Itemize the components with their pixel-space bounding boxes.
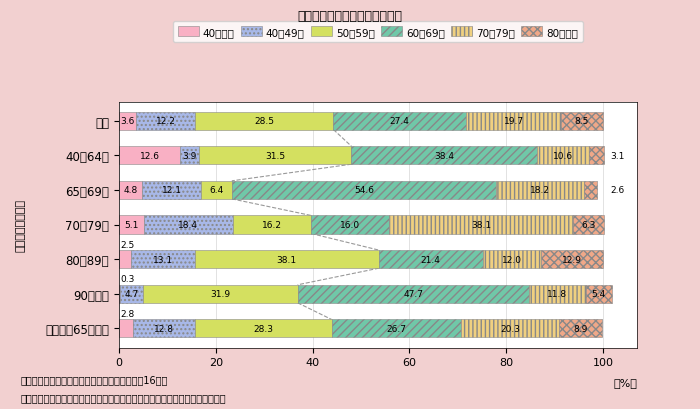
Text: 0.3: 0.3 (120, 275, 135, 284)
Text: 10.6: 10.6 (553, 151, 573, 160)
Bar (389, 216, 573, 234)
Text: 26.7: 26.7 (386, 324, 406, 333)
Bar (333, 112, 466, 130)
Text: 2.6: 2.6 (610, 186, 624, 195)
Text: 12.1: 12.1 (162, 186, 181, 195)
Text: 3.9: 3.9 (182, 151, 197, 160)
Bar (312, 216, 388, 234)
Text: 12.0: 12.0 (502, 255, 522, 264)
Bar (199, 147, 351, 165)
Text: 31.5: 31.5 (265, 151, 285, 160)
Text: 2.5: 2.5 (120, 240, 134, 249)
Text: 6.3: 6.3 (581, 220, 596, 229)
Text: 31.9: 31.9 (211, 290, 230, 299)
Text: 3.1: 3.1 (610, 151, 624, 160)
Text: （%）: （%） (613, 377, 637, 387)
Text: 同居している主な介護者の年齢: 同居している主な介護者の年齢 (298, 10, 402, 23)
Text: 38.1: 38.1 (471, 220, 491, 229)
Bar (144, 216, 233, 234)
Bar (540, 251, 603, 268)
Bar (195, 112, 333, 130)
Bar (482, 251, 540, 268)
Text: 2.8: 2.8 (120, 309, 134, 318)
Bar (119, 251, 131, 268)
Text: 12.9: 12.9 (562, 255, 582, 264)
Text: 4.8: 4.8 (123, 186, 138, 195)
Bar (466, 112, 561, 130)
Text: 16.2: 16.2 (262, 220, 282, 229)
Text: 13.1: 13.1 (153, 255, 173, 264)
Bar (201, 182, 232, 199)
Text: 8.5: 8.5 (575, 117, 589, 126)
Text: 要介護者等の年齢: 要介護者等の年齢 (16, 198, 26, 252)
Bar (233, 216, 312, 234)
Text: 11.8: 11.8 (547, 290, 567, 299)
Text: 47.7: 47.7 (403, 290, 423, 299)
Text: 21.4: 21.4 (421, 255, 441, 264)
Text: 18.4: 18.4 (178, 220, 198, 229)
Bar (195, 320, 332, 337)
Text: 27.4: 27.4 (390, 117, 410, 126)
Text: 12.6: 12.6 (139, 151, 160, 160)
Text: 18.2: 18.2 (530, 186, 550, 195)
Bar (180, 147, 199, 165)
Text: 4.7: 4.7 (125, 290, 139, 299)
Bar (528, 285, 586, 303)
Bar (573, 216, 603, 234)
Bar (584, 182, 597, 199)
Bar (379, 251, 482, 268)
Bar (120, 285, 144, 303)
Text: 16.0: 16.0 (340, 220, 360, 229)
Text: 12.2: 12.2 (156, 117, 176, 126)
Bar (586, 285, 612, 303)
Bar (561, 112, 603, 130)
Bar (119, 147, 180, 165)
Bar (589, 147, 603, 165)
Bar (119, 182, 142, 199)
Bar (461, 320, 559, 337)
Text: 38.4: 38.4 (434, 151, 454, 160)
Legend: 40歳未満, 40～49歳, 50～59歳, 60～69歳, 70～79歳, 80歳以上: 40歳未満, 40～49歳, 50～59歳, 60～69歳, 70～79歳, 8… (172, 22, 584, 43)
Text: 5.4: 5.4 (592, 290, 606, 299)
Bar (131, 251, 195, 268)
Bar (119, 112, 136, 130)
Bar (119, 285, 120, 303)
Text: 19.7: 19.7 (504, 117, 524, 126)
Bar (351, 147, 538, 165)
Bar (195, 251, 379, 268)
Text: 28.5: 28.5 (255, 117, 274, 126)
Text: 6.4: 6.4 (209, 186, 223, 195)
Bar (298, 285, 528, 303)
Bar (232, 182, 496, 199)
Bar (496, 182, 584, 199)
Text: 54.6: 54.6 (354, 186, 374, 195)
Text: 20.3: 20.3 (500, 324, 520, 333)
Bar (538, 147, 589, 165)
Bar (559, 320, 602, 337)
Text: （注）「総数」には、要介護者等の年齢不詳、主な介護者の年齢不詳を含む。: （注）「総数」には、要介護者等の年齢不詳、主な介護者の年齢不詳を含む。 (21, 393, 227, 402)
Bar (136, 112, 195, 130)
Text: 3.6: 3.6 (120, 117, 135, 126)
Text: 資料：厚生労働省「国民生活基礎調査」（平成16年）: 資料：厚生労働省「国民生活基礎調査」（平成16年） (21, 374, 169, 384)
Text: 8.9: 8.9 (573, 324, 588, 333)
Bar (132, 320, 195, 337)
Bar (332, 320, 461, 337)
Bar (144, 285, 298, 303)
Text: 12.8: 12.8 (153, 324, 174, 333)
Bar (119, 216, 144, 234)
Text: 38.1: 38.1 (276, 255, 297, 264)
Bar (142, 182, 201, 199)
Text: 5.1: 5.1 (124, 220, 139, 229)
Bar (119, 320, 132, 337)
Text: 28.3: 28.3 (253, 324, 273, 333)
